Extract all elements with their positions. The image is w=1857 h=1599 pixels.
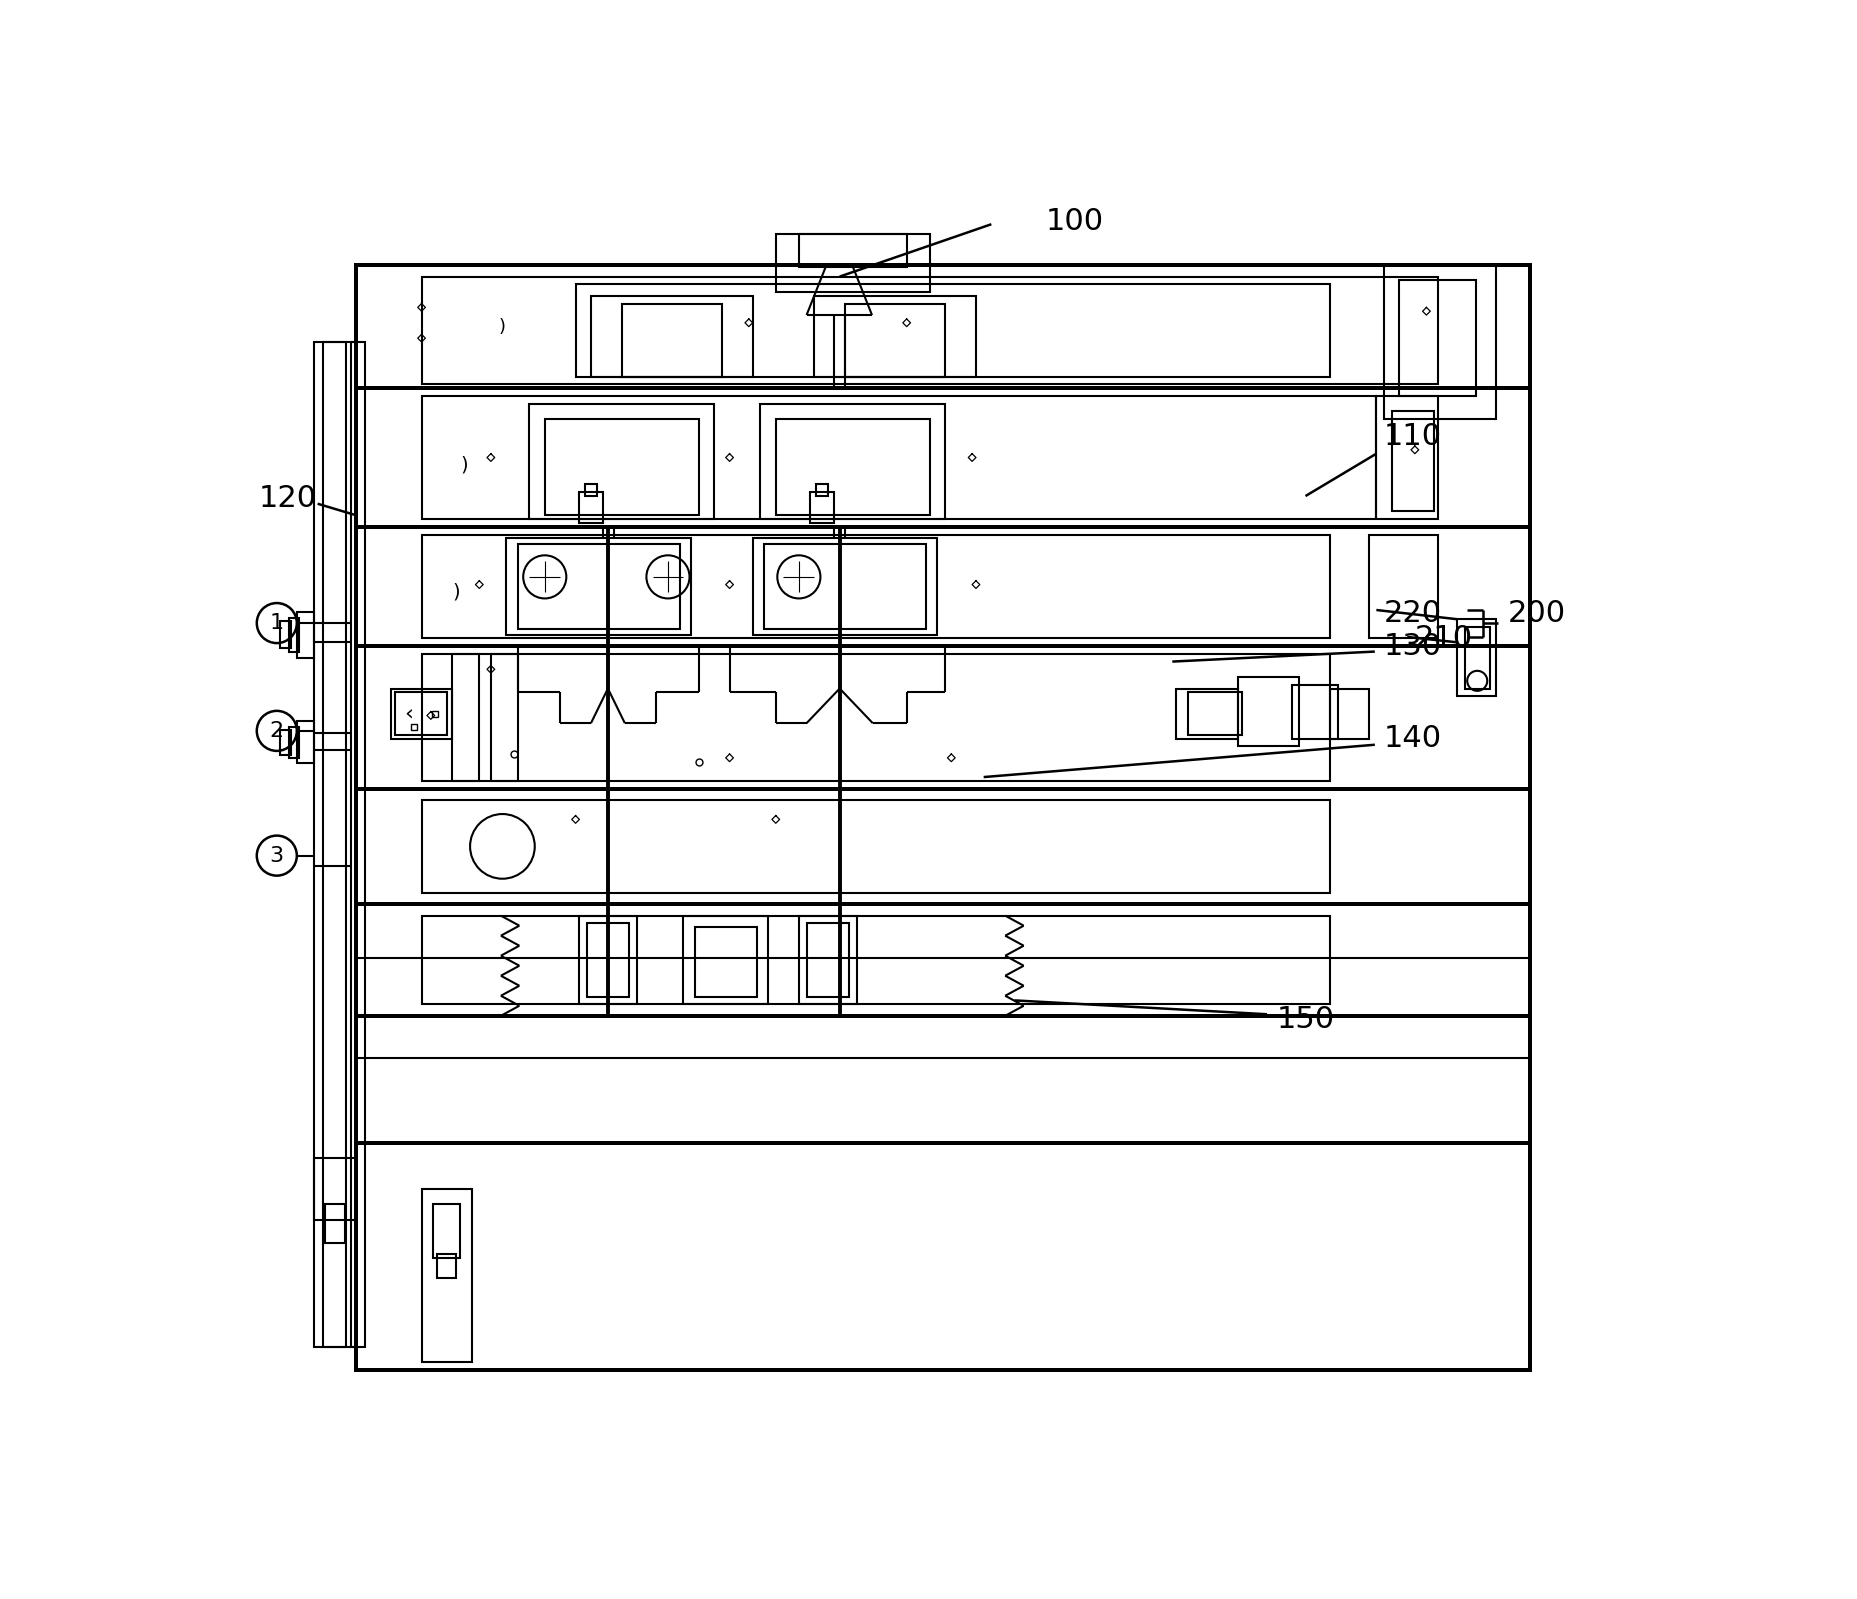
Text: 150: 150 bbox=[1276, 1006, 1335, 1035]
Text: ): ) bbox=[453, 582, 461, 601]
Bar bbox=[518, 544, 680, 630]
Text: ): ) bbox=[500, 318, 505, 336]
Bar bbox=[507, 539, 691, 635]
Text: 1: 1 bbox=[269, 612, 284, 633]
Bar bbox=[490, 654, 518, 780]
Bar bbox=[357, 265, 1530, 389]
Bar bbox=[290, 617, 299, 651]
Bar bbox=[357, 788, 1530, 903]
Bar bbox=[297, 721, 314, 763]
Bar bbox=[390, 689, 453, 739]
Bar bbox=[1391, 411, 1434, 512]
Bar bbox=[453, 654, 479, 780]
Bar bbox=[752, 539, 938, 635]
Bar bbox=[422, 1190, 472, 1362]
Bar bbox=[544, 419, 698, 515]
Bar bbox=[422, 654, 1330, 780]
Text: 100: 100 bbox=[1045, 206, 1103, 235]
Bar bbox=[351, 342, 364, 1346]
Bar bbox=[585, 484, 598, 496]
Bar bbox=[422, 397, 1376, 520]
Bar bbox=[591, 296, 752, 377]
Text: 110: 110 bbox=[1383, 422, 1443, 451]
Bar bbox=[280, 731, 292, 755]
Bar bbox=[422, 534, 1330, 638]
Bar bbox=[1188, 692, 1242, 734]
Bar bbox=[1400, 280, 1476, 397]
Bar bbox=[422, 916, 1330, 1004]
Bar bbox=[579, 916, 637, 1004]
Bar bbox=[815, 484, 828, 496]
Bar bbox=[1239, 676, 1300, 747]
Bar bbox=[290, 728, 299, 758]
Bar bbox=[422, 800, 1330, 892]
Bar bbox=[314, 342, 357, 1346]
Bar bbox=[436, 1255, 457, 1278]
Text: 200: 200 bbox=[1508, 600, 1565, 628]
Bar bbox=[695, 927, 756, 996]
Text: ‹: ‹ bbox=[405, 704, 414, 724]
Text: 3: 3 bbox=[269, 846, 284, 865]
Bar bbox=[1376, 397, 1437, 520]
Bar bbox=[357, 389, 1530, 526]
Text: 130: 130 bbox=[1383, 632, 1443, 660]
Bar bbox=[323, 342, 345, 1346]
Bar bbox=[280, 620, 292, 649]
Bar bbox=[760, 403, 945, 520]
Bar bbox=[576, 285, 1330, 377]
Bar bbox=[799, 916, 856, 1004]
Bar bbox=[357, 526, 1530, 646]
Bar bbox=[1292, 684, 1337, 739]
Bar bbox=[357, 1015, 1530, 1143]
Bar bbox=[357, 903, 1530, 1015]
Bar bbox=[845, 304, 945, 377]
Bar bbox=[813, 296, 977, 377]
Bar bbox=[357, 265, 1530, 1370]
Bar bbox=[1330, 689, 1369, 739]
Bar bbox=[396, 692, 448, 734]
Bar bbox=[776, 419, 930, 515]
Bar bbox=[529, 403, 715, 520]
Bar bbox=[806, 923, 849, 996]
Bar bbox=[1458, 619, 1495, 696]
Bar bbox=[297, 611, 314, 657]
Bar bbox=[325, 1204, 345, 1242]
Bar bbox=[1383, 265, 1495, 419]
Bar bbox=[422, 277, 1437, 384]
Bar bbox=[314, 1158, 357, 1220]
Bar bbox=[357, 1143, 1530, 1370]
Text: 140: 140 bbox=[1383, 724, 1443, 753]
Bar bbox=[587, 923, 630, 996]
Bar bbox=[810, 492, 834, 523]
Bar bbox=[799, 233, 906, 267]
Bar bbox=[433, 1204, 461, 1258]
Bar bbox=[622, 304, 722, 377]
Text: 210: 210 bbox=[1415, 624, 1473, 652]
Bar bbox=[357, 646, 1530, 788]
Text: 2: 2 bbox=[269, 721, 284, 740]
Text: ): ) bbox=[461, 456, 468, 475]
Bar bbox=[1175, 689, 1239, 739]
Bar bbox=[683, 916, 769, 1004]
Bar bbox=[776, 233, 930, 293]
Bar bbox=[765, 544, 927, 630]
Bar bbox=[579, 492, 602, 523]
Text: 120: 120 bbox=[258, 484, 316, 513]
Text: 220: 220 bbox=[1383, 600, 1443, 628]
Bar bbox=[1465, 627, 1489, 689]
Bar bbox=[1369, 534, 1437, 638]
